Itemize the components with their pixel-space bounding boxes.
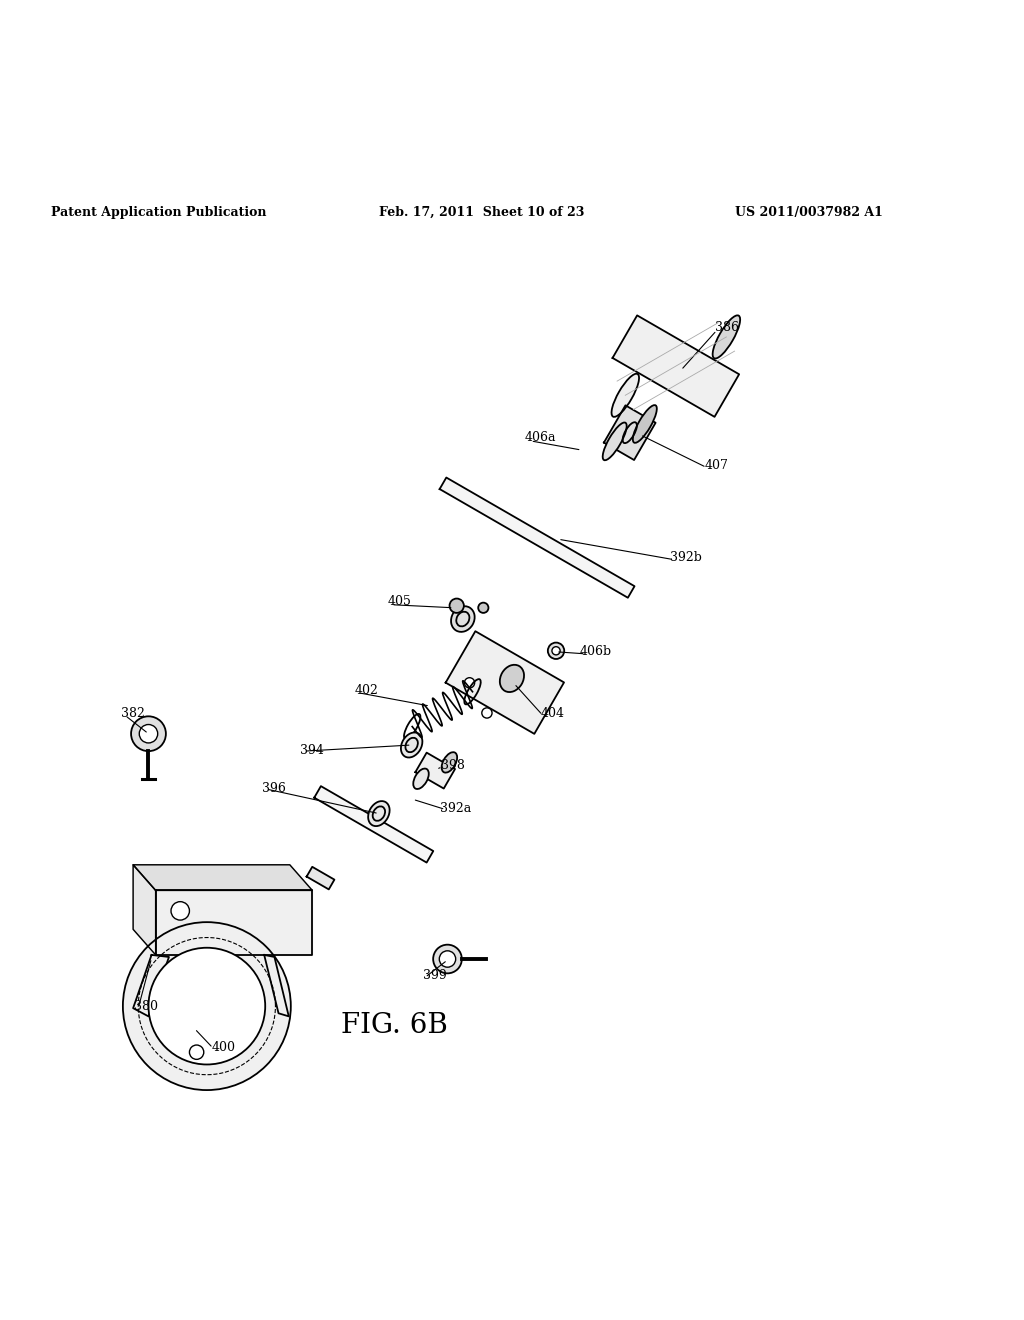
Text: 399: 399 (423, 969, 447, 982)
Ellipse shape (369, 801, 389, 826)
Text: US 2011/0037982 A1: US 2011/0037982 A1 (735, 206, 883, 219)
Polygon shape (439, 478, 635, 598)
Ellipse shape (603, 422, 627, 461)
Ellipse shape (441, 752, 457, 772)
Circle shape (450, 598, 464, 612)
Polygon shape (133, 865, 312, 891)
Text: 382: 382 (121, 706, 145, 719)
Polygon shape (604, 405, 655, 459)
Text: Patent Application Publication: Patent Application Publication (51, 206, 266, 219)
Circle shape (433, 945, 462, 973)
Ellipse shape (633, 405, 656, 442)
Polygon shape (133, 865, 156, 954)
Text: 380: 380 (134, 999, 159, 1012)
Circle shape (439, 950, 456, 968)
Polygon shape (133, 954, 169, 1016)
Circle shape (478, 603, 488, 612)
Text: 402: 402 (354, 684, 379, 697)
Circle shape (171, 902, 189, 920)
Text: Feb. 17, 2011  Sheet 10 of 23: Feb. 17, 2011 Sheet 10 of 23 (379, 206, 584, 219)
Circle shape (189, 1045, 204, 1060)
Ellipse shape (500, 665, 524, 692)
Text: 398: 398 (440, 759, 465, 772)
Text: 392b: 392b (670, 552, 702, 564)
Text: 396: 396 (262, 781, 287, 795)
Ellipse shape (401, 733, 422, 758)
Circle shape (148, 948, 265, 1064)
Text: 405: 405 (387, 595, 412, 609)
Ellipse shape (414, 768, 429, 789)
Text: 400: 400 (211, 1040, 236, 1053)
Circle shape (482, 708, 493, 718)
Circle shape (552, 647, 560, 655)
Ellipse shape (451, 606, 475, 632)
Text: 386: 386 (715, 321, 739, 334)
Text: 406a: 406a (525, 432, 556, 445)
Circle shape (548, 643, 564, 659)
Polygon shape (156, 891, 312, 954)
Text: 406b: 406b (580, 645, 612, 659)
Polygon shape (416, 752, 455, 788)
Circle shape (123, 923, 291, 1090)
Ellipse shape (713, 315, 740, 359)
Polygon shape (445, 631, 564, 734)
Polygon shape (306, 867, 335, 890)
Circle shape (131, 717, 166, 751)
Text: 404: 404 (541, 706, 565, 719)
Text: FIG. 6B: FIG. 6B (341, 1012, 447, 1039)
Ellipse shape (611, 374, 639, 417)
Text: 407: 407 (705, 459, 729, 473)
Circle shape (465, 677, 475, 688)
Polygon shape (612, 315, 739, 417)
Text: 394: 394 (300, 743, 325, 756)
Polygon shape (314, 787, 433, 862)
Circle shape (139, 725, 158, 743)
Text: 392a: 392a (440, 803, 471, 814)
Polygon shape (264, 954, 289, 1016)
